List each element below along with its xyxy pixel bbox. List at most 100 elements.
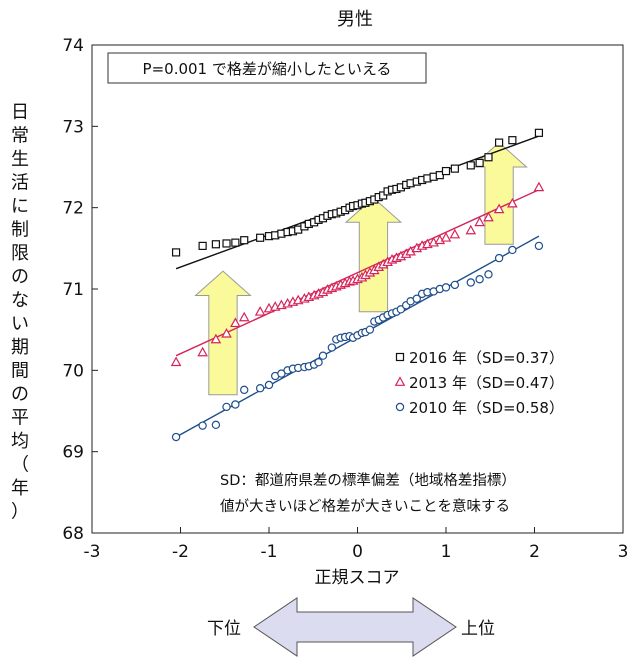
y-axis-label-char: な xyxy=(11,290,29,311)
legend-label-0: 2016 年（SD=0.37） xyxy=(409,349,564,367)
data-point-0 xyxy=(475,158,484,168)
data-point-2 xyxy=(475,275,484,284)
y-axis-label-char: 均 xyxy=(11,431,29,452)
data-point-1 xyxy=(221,327,232,338)
data-point-0 xyxy=(450,164,459,173)
up-arrow xyxy=(344,197,403,313)
legend: 2016 年（SD=0.37） 2013 年（SD=0.47） 2010 年（SD=… xyxy=(394,349,564,417)
y-axis-label-char: 常 xyxy=(11,126,29,147)
y-axis-label-char: 日 xyxy=(11,102,29,123)
legend-label-2: 2010 年（SD=0.58） xyxy=(409,399,564,417)
data-point-2 xyxy=(466,278,475,287)
x-tick-label: 1 xyxy=(441,542,452,562)
data-point-1 xyxy=(449,228,461,239)
note-line-1: SD：都道府県差の標準偏差（地域格差指標） xyxy=(220,472,516,489)
y-axis-label-char: の xyxy=(11,267,29,288)
legend-marker-0 xyxy=(395,352,405,362)
data-point-2 xyxy=(441,283,451,292)
data-point-0 xyxy=(171,248,181,257)
data-point-2 xyxy=(255,384,265,393)
data-point-2 xyxy=(198,421,207,430)
y-tick-label: 74 xyxy=(62,36,84,56)
y-axis-label-char: 活 xyxy=(11,173,29,194)
data-point-2 xyxy=(484,270,493,279)
x-tick-label: 0 xyxy=(352,542,363,562)
y-tick-label: 68 xyxy=(62,524,84,544)
up-arrow xyxy=(194,270,252,396)
y-axis-label-char: 平 xyxy=(11,408,29,429)
x-tick-label: 2 xyxy=(529,542,540,562)
data-point-2 xyxy=(318,351,328,360)
data-point-2 xyxy=(314,358,323,367)
data-point-0 xyxy=(211,240,220,249)
y-tick-label: 73 xyxy=(62,117,84,137)
legend-label-1: 2013 年（SD=0.47） xyxy=(409,374,564,392)
annotation-text: P=0.001 で格差が縮小したといえる xyxy=(143,60,392,78)
data-point-0 xyxy=(198,241,207,250)
note-line-2: 値が大きいほど格差が大きいことを意味する xyxy=(220,497,510,515)
annotation-box xyxy=(107,52,427,84)
bottom-arrow-left-label: 下位 xyxy=(207,619,241,639)
data-point-1 xyxy=(465,224,477,235)
data-point-1 xyxy=(474,216,485,227)
y-tick-label: 72 xyxy=(62,199,84,219)
x-tick-label: -2 xyxy=(172,542,189,562)
y-axis-label-char: い xyxy=(11,314,29,335)
data-point-1 xyxy=(493,203,505,214)
y-axis-label-char: （ xyxy=(11,455,29,476)
data-point-0 xyxy=(256,233,265,242)
trend-line-1 xyxy=(175,189,540,357)
plot-frame xyxy=(91,44,624,534)
legend-marker-2 xyxy=(395,402,405,412)
x-ticks: -3 -2 -1 0 1 2 3 xyxy=(84,527,629,562)
bottom-double-arrow xyxy=(253,597,457,657)
y-axis-label-char: 年 xyxy=(11,478,29,499)
data-point-1 xyxy=(507,197,518,208)
data-point-0 xyxy=(231,238,240,247)
data-point-0 xyxy=(495,138,504,147)
y-ticks: 68 69 70 71 72 73 74 xyxy=(62,36,98,544)
data-point-0 xyxy=(484,153,493,162)
data-point-2 xyxy=(211,420,221,430)
data-point-2 xyxy=(240,385,249,395)
x-tick-label: 3 xyxy=(618,542,629,562)
data-point-0 xyxy=(240,236,249,245)
data-point-1 xyxy=(238,311,250,322)
data-point-2 xyxy=(327,343,337,352)
chart-title: 男性 xyxy=(337,9,373,30)
data-point-1 xyxy=(170,356,182,367)
data-point-2 xyxy=(534,241,544,251)
data-point-1 xyxy=(230,317,241,328)
data-point-1 xyxy=(483,211,494,222)
data-point-2 xyxy=(365,325,375,334)
data-point-1 xyxy=(210,333,222,344)
data-point-2 xyxy=(508,245,517,255)
x-axis-label: 正規スコア xyxy=(315,568,400,588)
data-point-2 xyxy=(412,294,421,303)
data-point-2 xyxy=(231,400,240,409)
data-point-0 xyxy=(534,128,544,137)
data-point-1 xyxy=(533,181,545,192)
bottom-arrow-right-label: 上位 xyxy=(461,619,495,639)
data-point-0 xyxy=(222,239,231,248)
y-tick-label: 69 xyxy=(62,443,84,463)
data-points xyxy=(170,128,545,442)
y-tick-label: 71 xyxy=(62,280,84,300)
data-point-2 xyxy=(171,432,181,442)
y-axis-label-char: に xyxy=(11,196,29,217)
x-tick-label: -3 xyxy=(84,542,101,562)
x-tick-label: -1 xyxy=(261,542,278,562)
data-point-0 xyxy=(508,136,517,145)
y-axis-label-char: 生 xyxy=(11,149,29,170)
y-axis-label-char: 間 xyxy=(11,361,29,382)
y-axis-label-char: 制 xyxy=(11,220,29,241)
data-point-2 xyxy=(494,253,504,263)
data-point-0 xyxy=(441,166,451,176)
data-point-0 xyxy=(466,161,475,170)
legend-marker-1 xyxy=(394,376,406,386)
y-axis-label-char: の xyxy=(11,384,29,405)
data-point-1 xyxy=(440,232,452,242)
data-point-2 xyxy=(222,402,231,412)
